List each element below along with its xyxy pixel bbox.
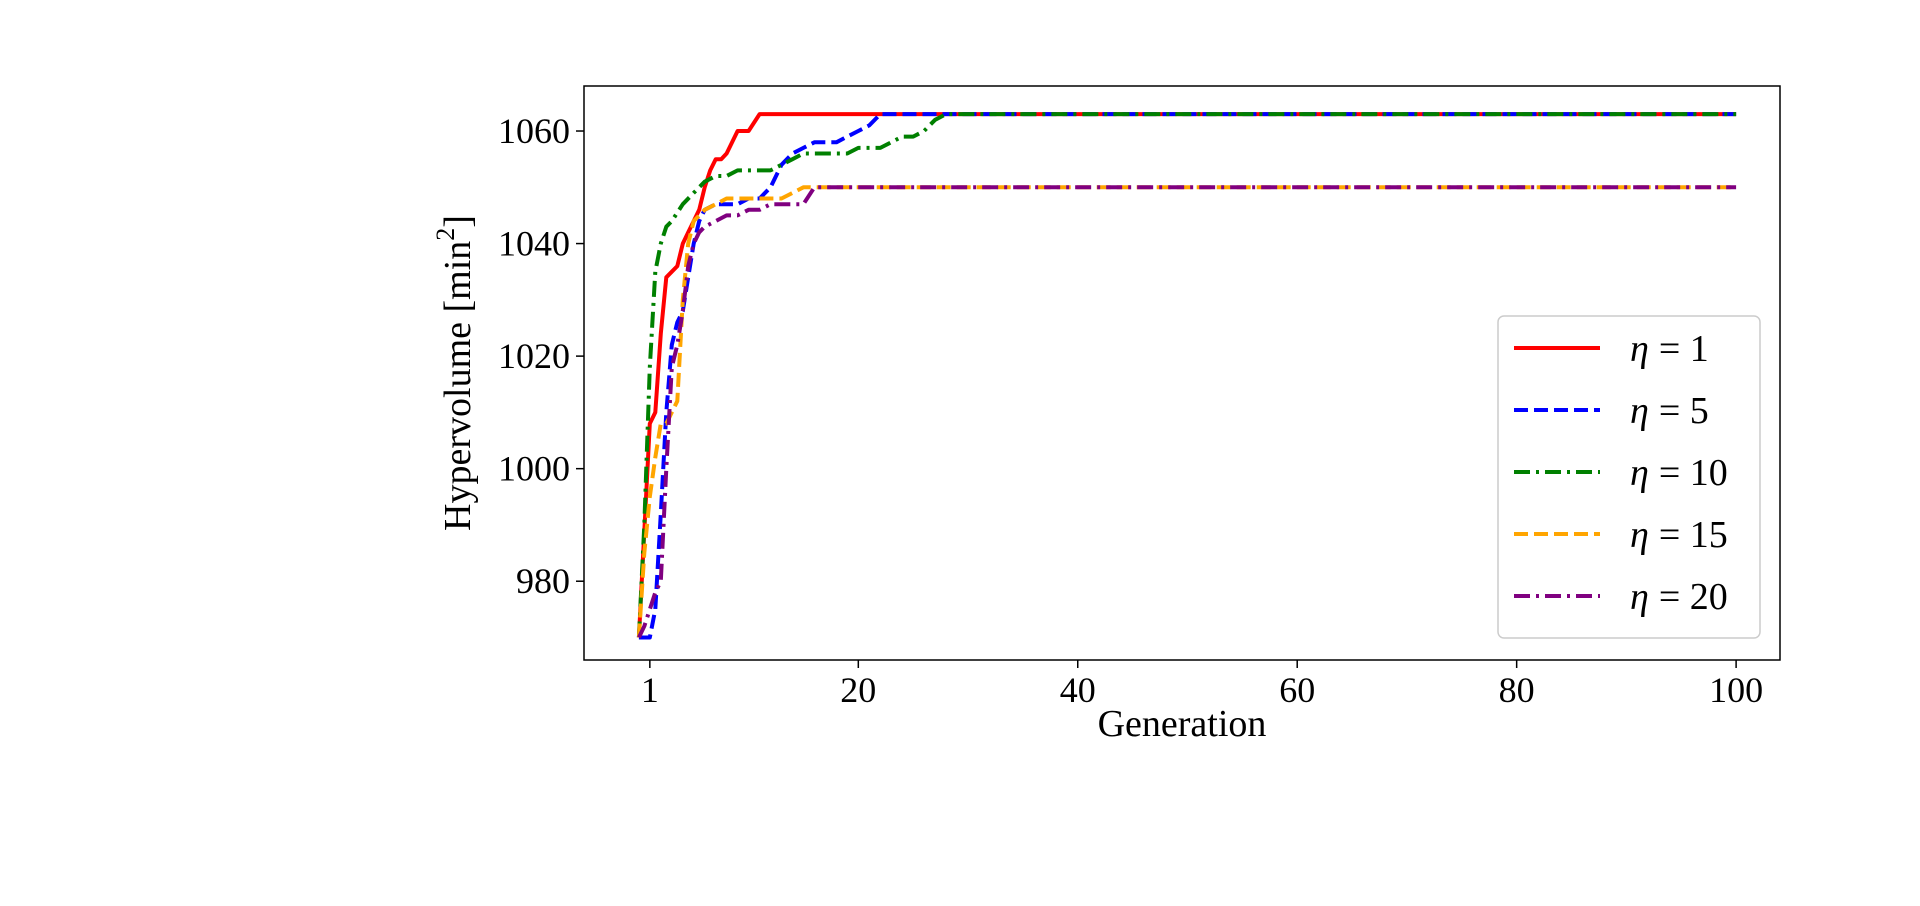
x-axis-label: Generation: [1098, 703, 1267, 745]
x-tick-label-60: 60: [1279, 670, 1315, 710]
legend-label-eta-1: η = 1: [1630, 328, 1709, 370]
legend: η = 1η = 5η = 10η = 15η = 20: [1497, 315, 1761, 639]
legend-eta-symbol: η: [1630, 514, 1649, 556]
legend-eta-symbol: η: [1630, 390, 1649, 432]
y-tick-label-980: 980: [516, 561, 570, 601]
y-axis-label-main: Hypervolume [min: [437, 241, 479, 531]
y-axis-label: Hypervolume [min2]: [431, 215, 479, 531]
legend-label-eta-20: η = 20: [1630, 576, 1728, 618]
y-axis-label-superscript: 2: [431, 228, 460, 241]
y-tick-label-1000: 1000: [498, 449, 570, 489]
x-axis: 1 20 40 60 80 100: [641, 660, 1763, 710]
y-axis-label-end: ]: [437, 215, 479, 228]
x-tick-label-1: 1: [641, 670, 659, 710]
legend-eta-value: = 20: [1659, 576, 1728, 618]
legend-label-eta-5: η = 5: [1630, 390, 1709, 432]
legend-eta-symbol: η: [1630, 576, 1649, 618]
y-axis: 980 1000 1020 1040 1060: [498, 111, 584, 601]
legend-eta-value: = 10: [1659, 452, 1728, 494]
plot-lines: [636, 112, 1737, 640]
legend-eta-value: = 5: [1659, 390, 1709, 432]
legend-eta-symbol: η: [1630, 452, 1649, 494]
x-tick-label-100: 100: [1709, 670, 1763, 710]
legend-eta-value: = 15: [1659, 514, 1728, 556]
legend-label-eta-15: η = 15: [1630, 514, 1728, 556]
legend-eta-value: = 1: [1659, 328, 1709, 370]
series-line-eta-20: [637, 185, 1737, 639]
y-tick-label-1020: 1020: [498, 336, 570, 376]
legend-eta-symbol: η: [1630, 328, 1649, 370]
x-tick-label-80: 80: [1499, 670, 1535, 710]
x-tick-label-40: 40: [1060, 670, 1096, 710]
series-line-eta-15: [636, 185, 1737, 638]
y-tick-label-1060: 1060: [498, 111, 570, 151]
series-line-eta-10: [636, 112, 1737, 638]
plot-frame: [583, 85, 1781, 661]
legend-label-eta-10: η = 10: [1630, 452, 1728, 494]
y-tick-label-1040: 1040: [498, 224, 570, 264]
x-tick-label-20: 20: [840, 670, 876, 710]
legend-box: [1497, 315, 1761, 639]
